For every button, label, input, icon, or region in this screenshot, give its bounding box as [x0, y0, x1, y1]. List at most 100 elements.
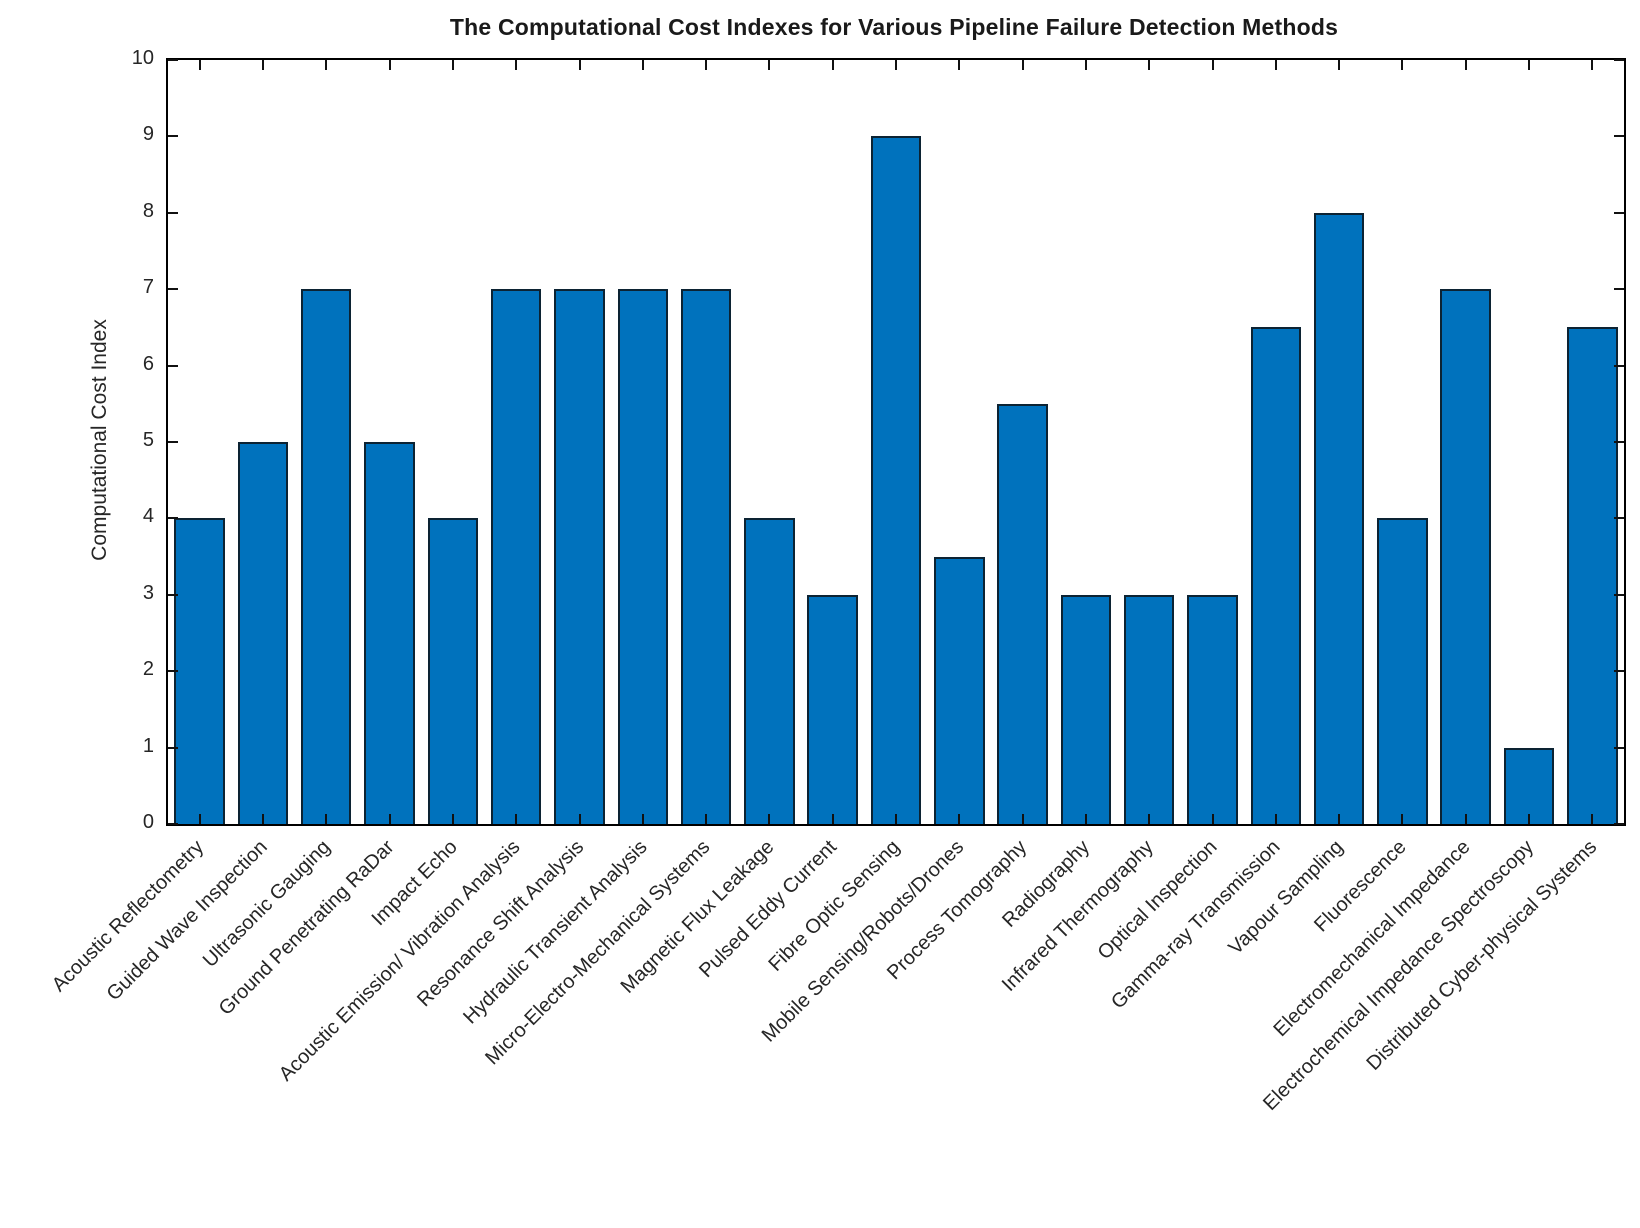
bar: [490, 289, 542, 824]
x-tick-mark: [262, 814, 264, 824]
x-tick-mark: [515, 814, 518, 824]
y-tick-mark: [1614, 364, 1624, 367]
x-tick-mark: [1211, 60, 1214, 70]
y-tick-label: 9: [142, 123, 154, 146]
bar: [1377, 518, 1428, 824]
x-tick-mark: [451, 60, 454, 70]
x-tick-mark: [1464, 814, 1467, 824]
y-tick-mark: [168, 211, 178, 214]
x-tick-mark: [1084, 60, 1087, 70]
bar: [807, 594, 858, 824]
y-tick-label: 2: [142, 658, 154, 681]
y-tick-mark: [1614, 670, 1624, 673]
y-tick-label: 6: [142, 352, 154, 375]
x-tick-mark: [768, 814, 771, 824]
y-tick-mark: [1614, 59, 1624, 61]
y-tick-mark: [168, 288, 178, 291]
bar: [364, 442, 415, 824]
y-tick-mark: [1614, 746, 1624, 749]
x-tick-mark: [1338, 60, 1341, 70]
bar: [1313, 212, 1365, 824]
x-tick-mark: [1401, 814, 1404, 824]
bar: [1060, 594, 1112, 824]
y-tick-mark: [168, 59, 178, 61]
x-tick-label: Vapour Sampling: [1224, 836, 1348, 960]
y-tick-mark: [1614, 135, 1624, 138]
y-tick-label: 5: [142, 429, 154, 451]
y-tick-mark: [1614, 823, 1624, 825]
y-tick-mark: [1614, 211, 1624, 214]
x-tick-mark: [1274, 60, 1277, 70]
x-tick-mark: [1021, 814, 1024, 824]
y-tick-mark: [168, 364, 178, 367]
x-tick-mark: [515, 60, 518, 70]
x-tick-mark: [831, 60, 834, 70]
x-tick-mark: [451, 814, 454, 824]
y-tick-label: 7: [142, 276, 154, 299]
y-tick-mark: [1614, 593, 1624, 596]
x-tick-mark: [705, 60, 708, 70]
x-tick-mark: [1528, 60, 1530, 70]
x-tick-mark: [1084, 814, 1087, 824]
bar: [934, 556, 985, 824]
x-tick-mark: [1274, 814, 1277, 824]
y-tick-mark: [168, 593, 178, 596]
x-tick-mark: [895, 814, 897, 824]
y-tick-mark: [168, 517, 178, 520]
x-tick-mark: [895, 60, 897, 70]
y-tick-mark: [168, 823, 178, 825]
x-tick-mark: [705, 814, 708, 824]
bar: [1440, 289, 1491, 824]
x-tick-mark: [958, 814, 961, 824]
x-tick-mark: [641, 814, 644, 824]
chart-title: The Computational Cost Indexes for Vario…: [449, 14, 1339, 40]
y-tick-mark: [168, 135, 178, 138]
bar: [237, 442, 289, 824]
x-tick-mark: [262, 60, 264, 70]
plot-area: [166, 58, 1626, 826]
y-tick-label: 4: [142, 505, 154, 528]
x-tick-mark: [198, 60, 201, 70]
y-tick-mark: [168, 670, 178, 673]
x-tick-mark: [388, 60, 391, 70]
y-tick-mark: [1614, 441, 1624, 443]
bar: [554, 289, 605, 824]
x-tick-mark: [1148, 60, 1151, 70]
bar: [1187, 594, 1238, 824]
x-tick-mark: [1021, 60, 1024, 70]
y-tick-mark: [168, 746, 178, 749]
x-tick-mark: [958, 60, 961, 70]
bar: [680, 289, 732, 824]
x-tick-mark: [1148, 814, 1151, 824]
bar: [617, 289, 669, 824]
bar: [744, 518, 795, 824]
x-tick-mark: [641, 60, 644, 70]
bar: [1503, 747, 1555, 824]
x-tick-mark: [198, 814, 201, 824]
y-tick-label: 3: [142, 581, 154, 604]
x-tick-mark: [1591, 60, 1594, 70]
x-tick-mark: [1464, 60, 1467, 70]
bar: [174, 518, 225, 824]
x-tick-mark: [578, 60, 581, 70]
x-tick-label: Distributed Cyber-physical Systems: [1362, 836, 1601, 1075]
y-tick-label: 1: [142, 734, 154, 757]
bar: [997, 403, 1048, 824]
y-tick-mark: [1614, 517, 1624, 520]
y-tick-label: 10: [131, 47, 154, 69]
y-tick-label: 0: [142, 811, 154, 833]
bar: [427, 518, 479, 824]
x-tick-label: Optical Inspection: [1093, 836, 1222, 964]
bar: [1123, 594, 1175, 824]
bar: [1567, 327, 1618, 824]
x-tick-mark: [768, 60, 771, 70]
y-tick-mark: [168, 441, 178, 443]
x-tick-mark: [1211, 814, 1214, 824]
x-tick-mark: [1591, 814, 1594, 824]
x-tick-mark: [325, 814, 328, 824]
x-tick-label: Micro-Electro-Mechanical Systems: [481, 836, 715, 1070]
x-tick-mark: [1528, 814, 1530, 824]
y-tick-label: 8: [142, 199, 154, 222]
x-tick-mark: [388, 814, 391, 824]
